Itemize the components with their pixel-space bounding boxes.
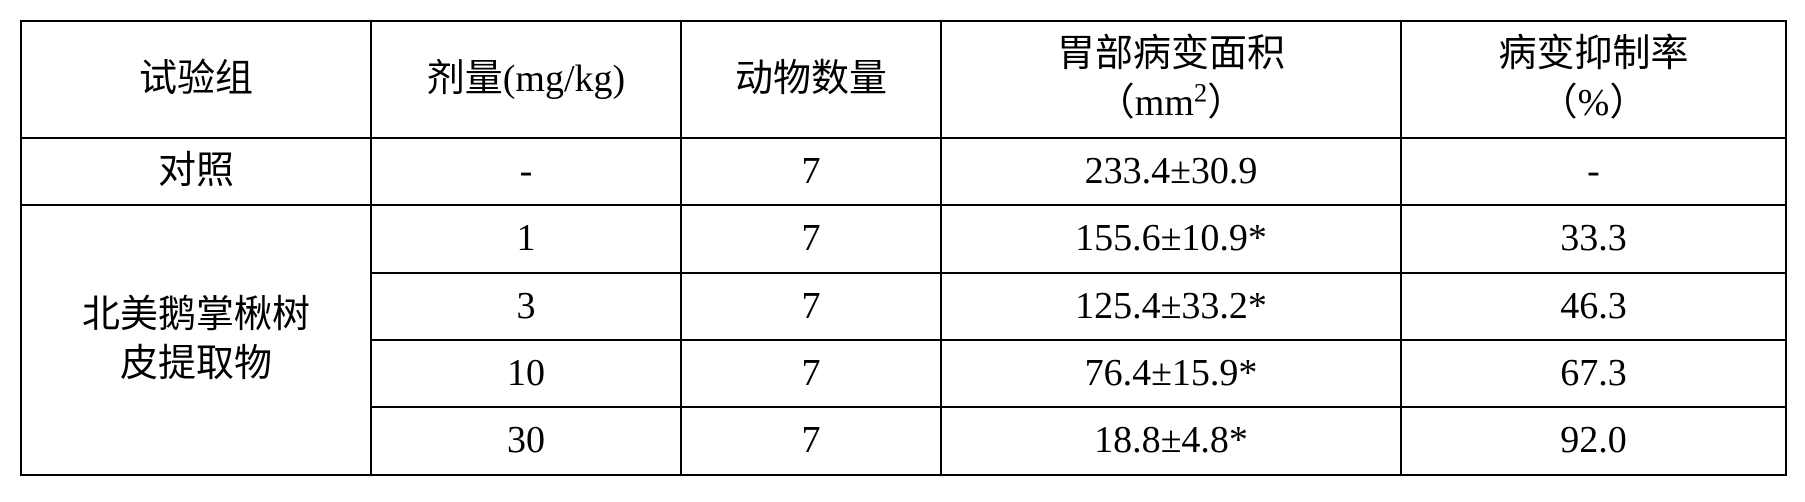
- table-header-row: 试验组 剂量(mg/kg) 动物数量 胃部病变面积（mm2） 病变抑制率（%）: [21, 21, 1786, 138]
- col-header-dose: 剂量(mg/kg): [371, 21, 681, 138]
- cell-dose: 30: [371, 407, 681, 474]
- cell-dose: -: [371, 138, 681, 205]
- cell-lesion-area: 233.4±30.9: [941, 138, 1401, 205]
- group-label-extract: 北美鹅掌楸树皮提取物: [21, 205, 371, 475]
- cell-dose: 1: [371, 205, 681, 272]
- cell-n: 7: [681, 138, 941, 205]
- cell-n: 7: [681, 273, 941, 340]
- cell-dose: 3: [371, 273, 681, 340]
- cell-inhibition: 92.0: [1401, 407, 1786, 474]
- cell-n: 7: [681, 340, 941, 407]
- cell-inhibition: -: [1401, 138, 1786, 205]
- col-header-inhibition: 病变抑制率（%）: [1401, 21, 1786, 138]
- col-header-lesion-area: 胃部病变面积（mm2）: [941, 21, 1401, 138]
- col-header-group: 试验组: [21, 21, 371, 138]
- cell-lesion-area: 125.4±33.2*: [941, 273, 1401, 340]
- cell-lesion-area: 76.4±15.9*: [941, 340, 1401, 407]
- experiment-results-table: 试验组 剂量(mg/kg) 动物数量 胃部病变面积（mm2） 病变抑制率（%） …: [20, 20, 1787, 476]
- col-header-animal-count: 动物数量: [681, 21, 941, 138]
- cell-lesion-area: 18.8±4.8*: [941, 407, 1401, 474]
- cell-n: 7: [681, 407, 941, 474]
- table-row: 北美鹅掌楸树皮提取物 1 7 155.6±10.9* 33.3: [21, 205, 1786, 272]
- cell-inhibition: 46.3: [1401, 273, 1786, 340]
- cell-inhibition: 67.3: [1401, 340, 1786, 407]
- group-label-control: 对照: [21, 138, 371, 205]
- cell-inhibition: 33.3: [1401, 205, 1786, 272]
- cell-n: 7: [681, 205, 941, 272]
- table-row: 对照 - 7 233.4±30.9 -: [21, 138, 1786, 205]
- cell-dose: 10: [371, 340, 681, 407]
- cell-lesion-area: 155.6±10.9*: [941, 205, 1401, 272]
